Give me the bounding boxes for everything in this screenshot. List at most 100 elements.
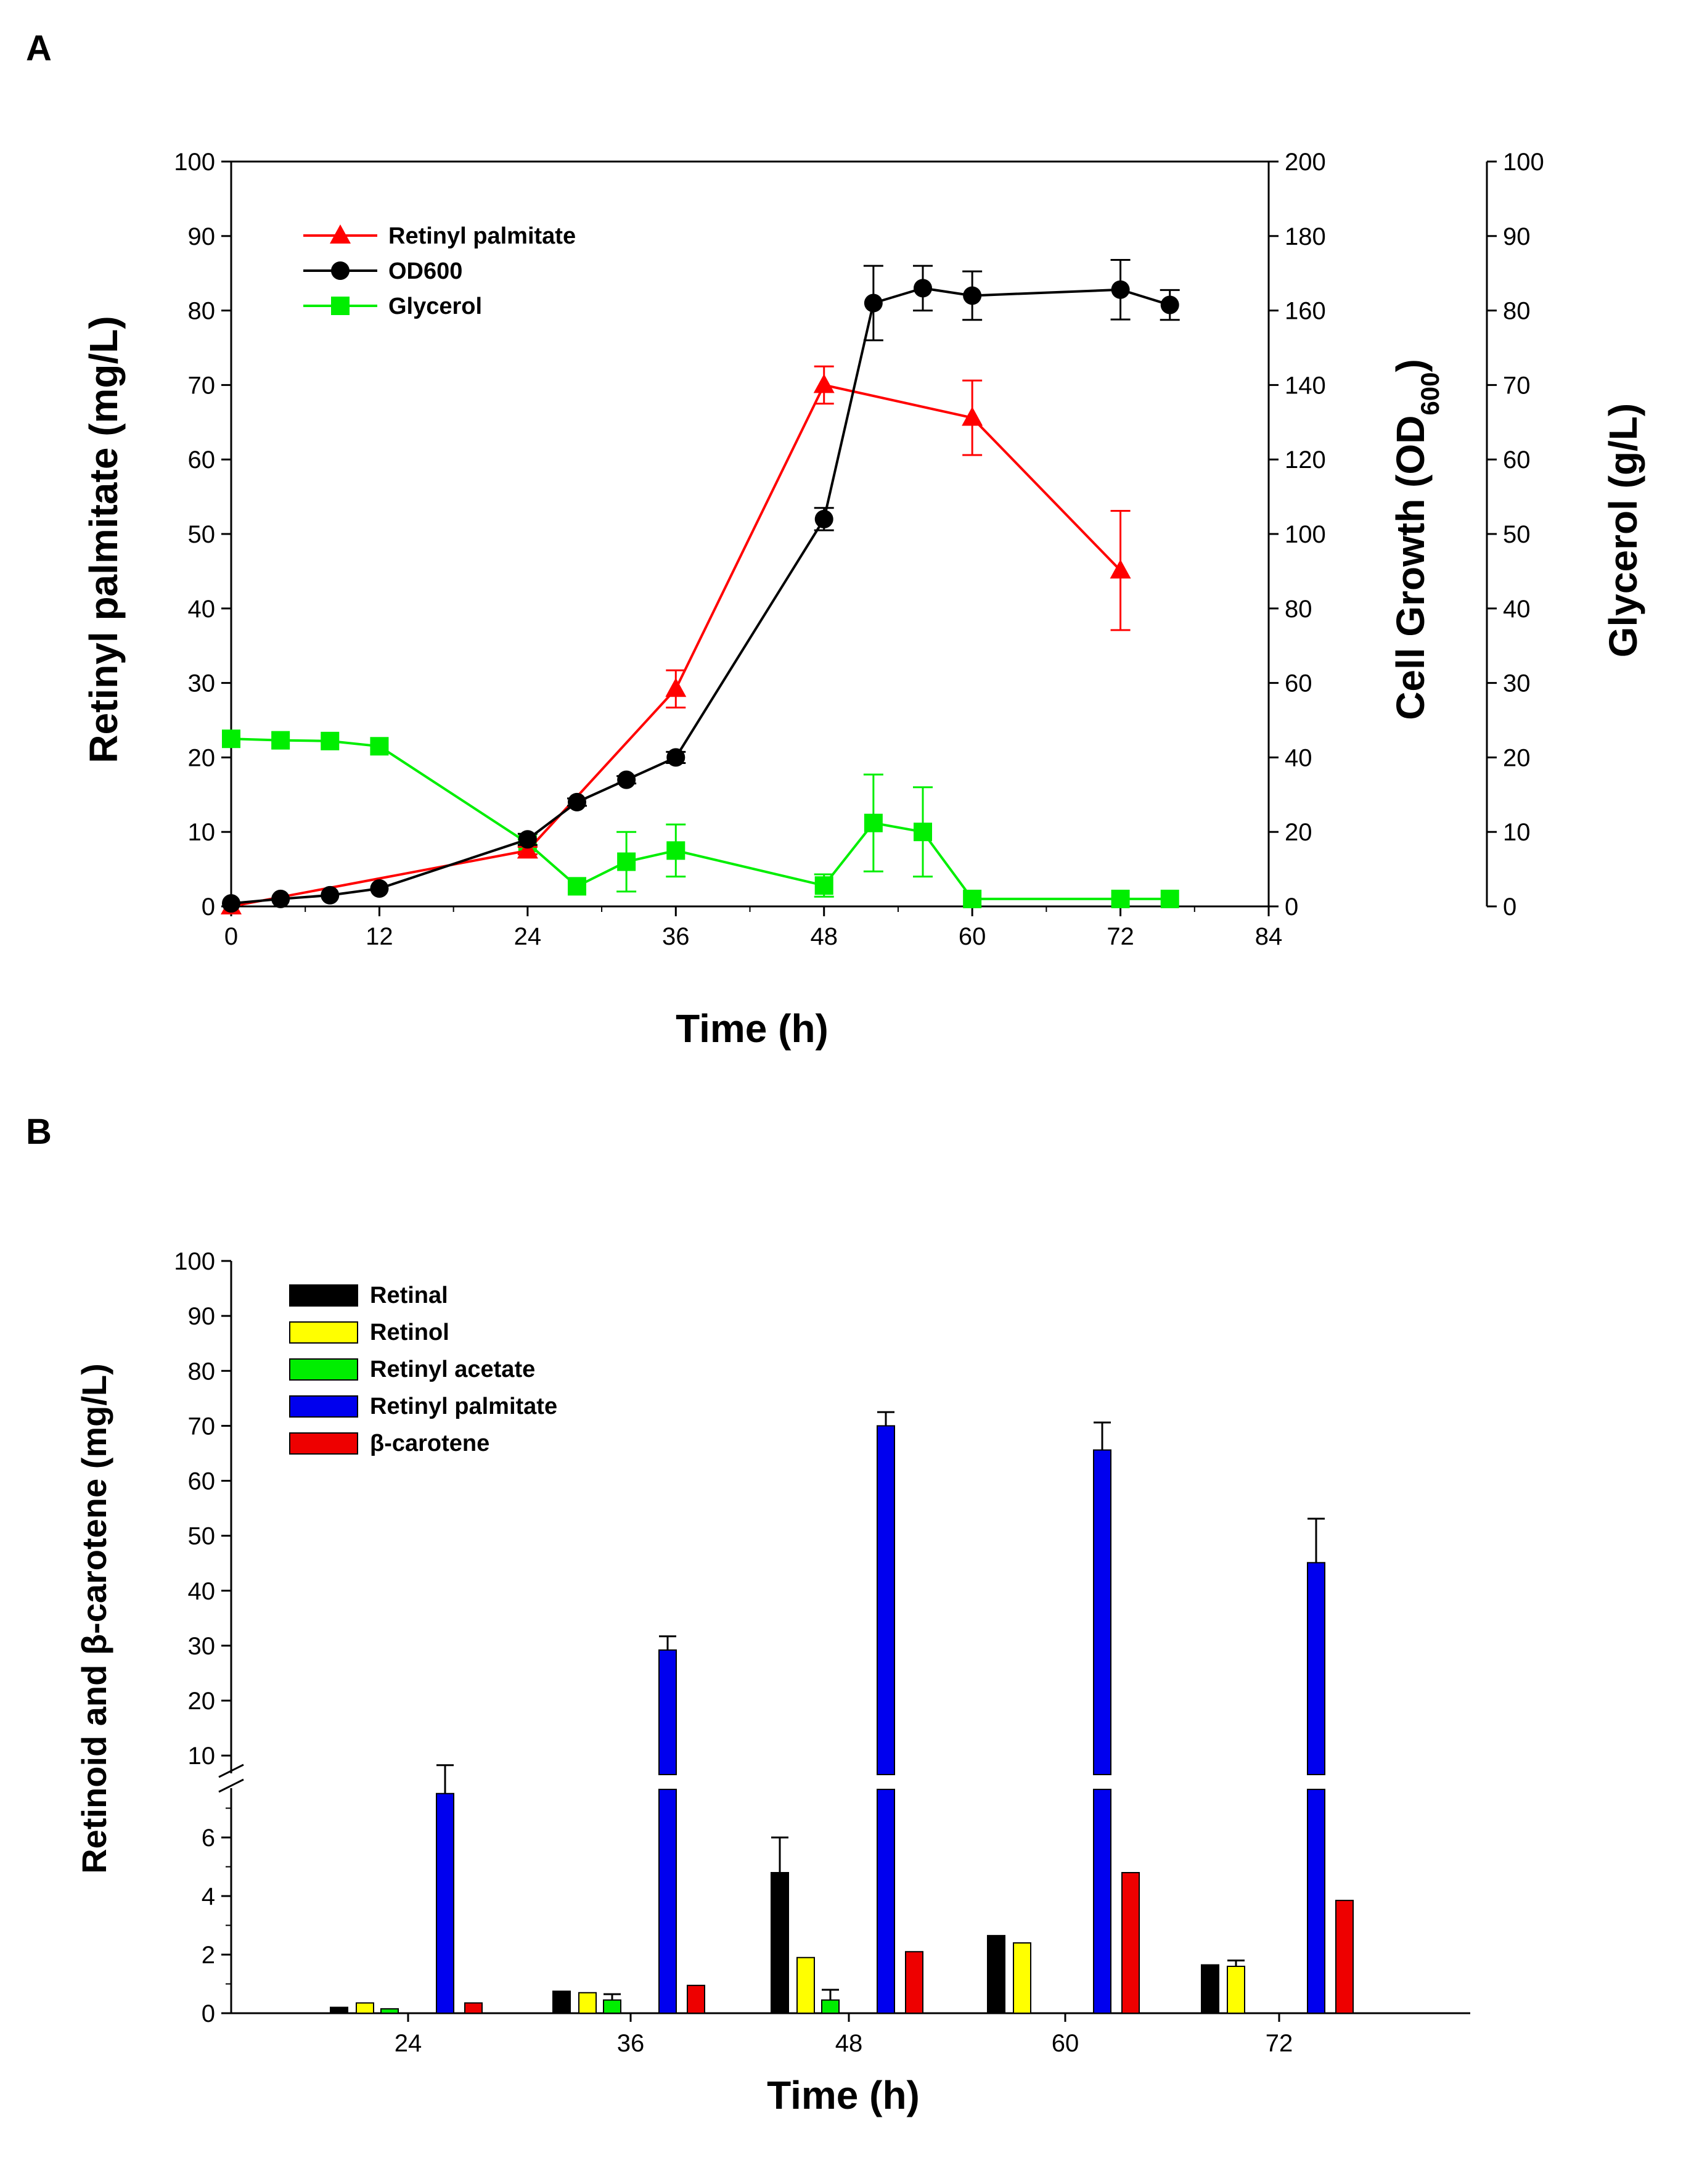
chart-a-y-left-tick-label: 80	[188, 298, 216, 325]
chart-a-y-left-tick-label: 60	[188, 446, 216, 474]
chart-a-y-right1-tick-label: 0	[1285, 893, 1298, 921]
bar-retinyl-palmitate	[1093, 1789, 1111, 2014]
series-od600-point	[1111, 280, 1130, 299]
chart-a-y-right1-tick-label: 200	[1285, 149, 1326, 176]
chart-a-y-left-tick-label: 0	[202, 893, 215, 921]
bar--carotene	[687, 1984, 705, 2014]
chart-a-y-right2-tick-label: 100	[1503, 149, 1544, 176]
legend--carotene-label: β-carotene	[370, 1431, 489, 1456]
chart-b-y-tick-label: 40	[188, 1578, 216, 1605]
legend-retinyl-palmitate-swatch	[289, 1395, 358, 1418]
chart-a-y-right2-tick-label: 60	[1503, 446, 1531, 474]
chart-a-legend: Retinyl palmitate OD600 Glycerol	[303, 223, 576, 319]
legend--carotene-swatch	[289, 1432, 358, 1455]
chart-a-y-right1-tick-label: 80	[1285, 596, 1312, 623]
bar-retinol	[356, 2002, 374, 2014]
chart-b-y-tick-label: 6	[202, 1825, 215, 1852]
chart-a-y-right1-tick-label: 40	[1285, 744, 1312, 771]
chart-b-y-tick-label: 4	[202, 1883, 215, 1910]
series-glycerol-point	[1160, 889, 1179, 908]
series-od600-point	[814, 509, 833, 528]
chart-a-y-left-tick-label: 10	[188, 819, 216, 846]
legend-retinyl-palmitate-label: Retinyl palmitate	[388, 223, 576, 249]
bar-retinyl-palmitate	[436, 1792, 454, 2014]
legend-retinal-label: Retinal	[370, 1283, 448, 1308]
series-od600-point	[1160, 295, 1179, 314]
chart-b-y-tick-label: 100	[174, 1248, 215, 1275]
bar-retinol	[1227, 1966, 1245, 2014]
bar-retinol	[796, 1956, 815, 2014]
chart-a-series	[221, 258, 1180, 914]
chart-a-y-right2-tick-label: 70	[1503, 372, 1531, 399]
chart-a-y-right2-tick-label: 90	[1503, 223, 1531, 250]
legend-glycerol-marker	[331, 297, 350, 315]
series-glycerol-point	[568, 877, 586, 896]
chart-a-y-right1-tick-label: 140	[1285, 372, 1326, 399]
bar-retinyl-palmitate	[1093, 1449, 1111, 1775]
chart-a-y-right2-tick-label: 50	[1503, 521, 1531, 548]
bar-retinyl-acetate	[821, 1999, 840, 2014]
chart-b-y-tick-label: 70	[188, 1413, 216, 1440]
legend-retinyl-palmitate-marker	[330, 224, 351, 244]
chart-b-y-tick-label: 0	[202, 2000, 215, 2027]
chart-b-xlabel: Time (h)	[767, 2073, 920, 2117]
chart-a-x-tick-label: 60	[959, 923, 986, 950]
chart-a-y-right1-tick-label: 120	[1285, 446, 1326, 474]
chart-b-axis-break-mark	[218, 1763, 244, 1778]
chart-b-y-tick-label: 30	[188, 1633, 216, 1660]
series-glycerol-point	[370, 737, 389, 756]
series-glycerol-point	[1111, 889, 1130, 908]
series-od600-point	[222, 894, 240, 913]
bar--carotene	[1121, 1872, 1140, 2014]
legend-retinyl-acetate-label: Retinyl acetate	[370, 1357, 535, 1382]
legend-od600-marker	[331, 261, 350, 280]
chart-a-plot-frame	[230, 160, 1270, 908]
series-retinyl-palmitate-point	[1110, 559, 1131, 579]
series-od600-line	[231, 287, 1171, 905]
series-od600-point	[914, 279, 932, 298]
chart-a-x-tick-label: 36	[662, 923, 690, 950]
chart-b-x-tick-label: 72	[1266, 2030, 1293, 2057]
panel-label-b: B	[26, 1112, 52, 1152]
chart-a-y-right1-tick-label: 100	[1285, 521, 1326, 548]
series-glycerol-point	[963, 889, 982, 908]
series-glycerol-point	[814, 876, 833, 895]
chart-b-y-tick-label: 20	[188, 1688, 216, 1715]
bar-retinal	[987, 1935, 1005, 2014]
series-retinyl-palmitate-point	[962, 406, 983, 426]
bar-retinyl-palmitate	[658, 1789, 677, 2014]
legend-retinol-swatch	[289, 1321, 358, 1344]
series-od600-point	[518, 830, 537, 849]
bar-retinal	[552, 1990, 571, 2014]
legend-od600-label: OD600	[388, 258, 462, 284]
bar-retinyl-palmitate	[877, 1789, 895, 2014]
bar-retinyl-palmitate	[1307, 1562, 1325, 1776]
chart-a-y-right1-tick-label: 180	[1285, 223, 1326, 250]
chart-a-y-right1-tick-label: 20	[1285, 819, 1312, 846]
chart-a-y-right2-tick-label: 0	[1503, 893, 1516, 921]
chart-a-y-left-tick-label: 50	[188, 521, 216, 548]
chart-a-y-left-tick-label: 70	[188, 372, 216, 399]
bar-retinal	[771, 1872, 789, 2014]
chart-a-y-right1-tick-label: 60	[1285, 670, 1312, 697]
chart-b-x-tick-label: 48	[835, 2030, 863, 2057]
bar--carotene	[1335, 1900, 1354, 2014]
chart-a-y-right2-tick-label: 20	[1503, 744, 1531, 771]
chart-a-x-tick-label: 24	[514, 923, 542, 950]
chart-b-x-tick-label: 36	[617, 2030, 645, 2057]
chart-a-x-tick-label: 72	[1107, 923, 1134, 950]
chart-b-y-tick-label: 80	[188, 1358, 216, 1385]
chart-a-y-left-tick-label: 30	[188, 670, 216, 697]
chart-a-x-tick-label: 48	[810, 923, 838, 950]
chart-a-y-left-tick-label: 90	[188, 223, 216, 250]
bar-retinyl-palmitate	[658, 1649, 677, 1775]
chart-b-x-tick-label: 24	[395, 2030, 422, 2057]
chart-b-y-tick-label: 60	[188, 1468, 216, 1495]
bar-retinal	[330, 2006, 348, 2014]
bar-retinyl-palmitate	[877, 1425, 895, 1776]
series-retinyl-palmitate-point	[517, 839, 538, 859]
series-glycerol-point	[271, 731, 290, 750]
bar-retinol	[578, 1992, 597, 2014]
bar-retinal	[1201, 1964, 1219, 2014]
